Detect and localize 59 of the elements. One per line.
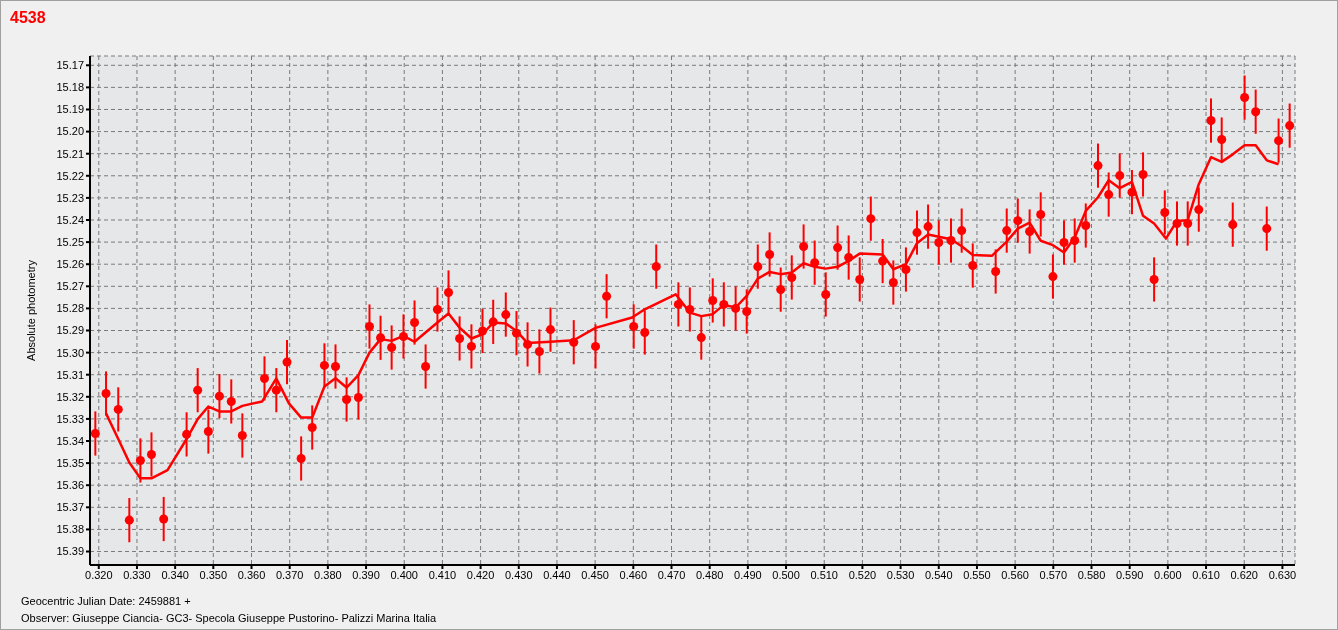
y-tick-label: 15.26: [56, 258, 84, 271]
x-tick-label: 0.490: [734, 568, 762, 581]
y-tick-label: 15.21: [56, 147, 84, 160]
x-tick-label: 0.600: [1154, 568, 1182, 581]
x-tick-label: 0.420: [466, 568, 495, 581]
x-tick-label: 0.340: [161, 568, 189, 581]
y-tick-label: 15.31: [56, 368, 84, 381]
x-tick-label: 0.560: [1001, 568, 1029, 581]
y-tick-label: 15.35: [56, 457, 84, 470]
x-tick-label: 0.530: [886, 568, 915, 581]
x-tick-label: 0.510: [810, 568, 838, 581]
y-tick-label: 15.24: [56, 213, 84, 226]
x-tick-label: 0.520: [848, 568, 877, 581]
x-tick-label: 0.410: [428, 568, 457, 581]
y-tick-label: 15.36: [56, 479, 84, 492]
y-tick-label: 15.22: [56, 169, 84, 182]
y-tick-label: 15.27: [56, 280, 84, 293]
y-tick-label: 15.37: [56, 501, 84, 514]
x-tick-label: 0.380: [314, 568, 342, 581]
x-tick-label: 0.320: [85, 568, 113, 581]
x-tick-label: 0.350: [199, 568, 228, 581]
y-tick-label: 15.20: [56, 125, 84, 138]
x-tick-label: 0.390: [352, 568, 380, 581]
x-tick-label: 0.470: [657, 568, 686, 581]
x-tick-label: 0.480: [695, 568, 724, 581]
x-tick-label: 0.400: [390, 568, 418, 581]
x-tick-label: 0.370: [275, 568, 304, 581]
text: Observer: Giuseppe Ciancia- GC3- Specola Giuseppe Pustorino- Palizzi Marina Italia: [21, 612, 437, 624]
y-tick-label: 15.32: [56, 390, 84, 403]
y-tick-label: 15.29: [56, 324, 84, 337]
x-axis-title: Geocentric Julian Date: 2459881 +: [21, 595, 191, 607]
x-tick-label: 0.330: [123, 568, 151, 581]
y-tick-label: 15.18: [56, 81, 84, 94]
x-tick-label: 0.460: [619, 568, 648, 581]
x-tick-label: 0.620: [1230, 568, 1258, 581]
y-axis-title: Absolute photometry: [24, 259, 37, 361]
y-tick-label: 15.28: [56, 302, 84, 315]
y-tick-label: 15.39: [56, 545, 84, 558]
x-tick-label: 0.500: [772, 568, 800, 581]
y-tick-label: 15.19: [56, 103, 84, 116]
x-tick-label: 0.450: [581, 568, 609, 581]
x-tick-label: 0.590: [1115, 568, 1144, 581]
x-tick-label: 0.440: [543, 568, 571, 581]
x-tick-label: 0.550: [963, 568, 991, 581]
chart-title: 4538: [10, 9, 46, 26]
x-tick-label: 0.540: [925, 568, 953, 581]
x-tick-label: 0.610: [1192, 568, 1220, 581]
y-tick-label: 15.17: [56, 59, 84, 72]
y-tick-label: 15.38: [56, 523, 84, 536]
y-tick-label: 15.25: [56, 236, 84, 248]
y-tick-label: 15.33: [56, 412, 84, 425]
x-tick-label: 0.630: [1268, 568, 1297, 581]
y-tick-label: 15.34: [56, 434, 84, 447]
x-tick-label: 0.570: [1039, 568, 1068, 581]
x-tick-label: 0.580: [1077, 568, 1106, 581]
y-tick-label: 15.23: [56, 191, 84, 204]
x-tick-label: 0.360: [237, 568, 266, 581]
x-tick-label: 0.430: [505, 568, 533, 581]
y-tick-label: 15.30: [56, 346, 84, 359]
